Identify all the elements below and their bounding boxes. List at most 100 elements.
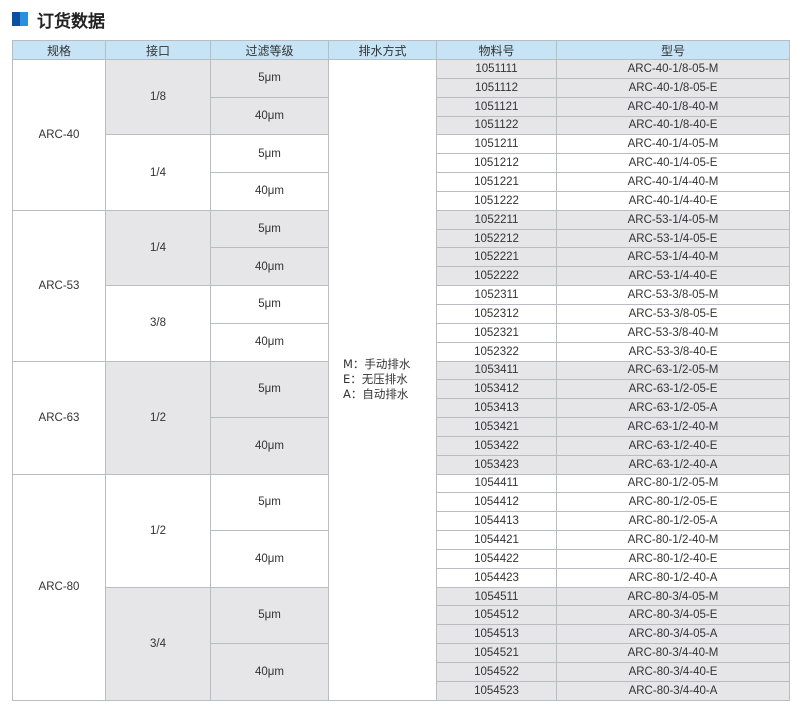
- part-number-cell: 1054413: [436, 511, 557, 532]
- header-part-number: 物料号: [436, 40, 557, 60]
- part-number-cell: 1052211: [436, 209, 557, 230]
- model-cell: ARC-40-1/4-40-E: [556, 190, 790, 211]
- header-filter-grade: 过滤等级: [210, 40, 329, 60]
- table-row: 1054512 ARC-80-3/4-05-E: [13, 605, 790, 626]
- table-row: 1052222 ARC-53-1/4-40-E: [13, 266, 790, 287]
- model-cell: ARC-80-3/4-40-M: [556, 643, 790, 663]
- port-cell: 1/2: [105, 360, 211, 475]
- part-number-cell: 1052322: [436, 341, 557, 362]
- table-row: 1053413 ARC-63-1/2-05-A: [13, 398, 790, 419]
- table-row: ARC-63 1/2 5μm 1053411 ARC-63-1/2-05-M: [12, 360, 790, 475]
- part-number-cell: 1051112: [436, 77, 557, 98]
- table-row: ARC-53 1/4 5μm 1052211 ARC-53-1/4-05-M: [12, 209, 790, 362]
- table-row: 40μm 1052221 ARC-53-1/4-40-M: [13, 247, 790, 287]
- part-number-cell: 1054423: [436, 567, 557, 588]
- table-header-row: 规格 接口 过滤等级 排水方式 物料号 型号: [12, 40, 790, 60]
- filter-grade-cell: 5μm: [210, 209, 329, 249]
- part-number-cell: 1053422: [436, 435, 557, 456]
- port-cell: 3/4: [105, 586, 211, 701]
- model-cell: ARC-63-1/2-40-M: [556, 417, 790, 437]
- table-row: 1051222 ARC-40-1/4-40-E: [13, 190, 790, 211]
- part-number-cell: 1054421: [436, 530, 557, 550]
- port-cell: 1/4: [105, 209, 211, 287]
- part-number-cell: 1053413: [436, 398, 557, 419]
- table-row: 40μm 1054421 ARC-80-1/2-40-M: [13, 530, 790, 588]
- part-number-cell: 1054522: [436, 662, 557, 682]
- part-number-cell: 1054411: [436, 473, 557, 494]
- port-cell: 3/8: [105, 285, 211, 362]
- filter-grade-cell: 40μm: [210, 643, 329, 701]
- model-cell: ARC-80-3/4-05-E: [556, 605, 790, 626]
- part-number-cell: 1054521: [436, 643, 557, 663]
- drain-type-line: M：手动排水: [343, 357, 411, 372]
- part-number-cell: 1054512: [436, 605, 557, 626]
- table-row: 1051212 ARC-40-1/4-05-E: [13, 153, 790, 174]
- filter-grade-cell: 5μm: [210, 586, 329, 645]
- filter-grade-cell: 5μm: [210, 360, 329, 419]
- model-cell: ARC-40-1/8-40-E: [556, 115, 790, 136]
- model-cell: ARC-40-1/8-05-E: [556, 77, 790, 98]
- model-cell: ARC-80-3/4-05-M: [556, 586, 790, 607]
- model-cell: ARC-80-1/2-05-E: [556, 492, 790, 513]
- table-row: 40μm 1054521 ARC-80-3/4-40-M: [13, 643, 790, 701]
- table-row: ARC-40 1/8 5μm M：手动排水 E：无压排水 A：自动排水 1051111 ARC…: [12, 58, 790, 701]
- table-row: 1054422 ARC-80-1/2-40-E: [13, 548, 790, 569]
- table-row: 1053423 ARC-63-1/2-40-A: [13, 454, 790, 475]
- model-cell: ARC-63-1/2-40-A: [556, 454, 790, 475]
- model-cell: ARC-80-3/4-40-A: [556, 680, 790, 701]
- part-number-cell: 1052321: [436, 322, 557, 343]
- spec-cell: ARC-53: [12, 209, 106, 362]
- table-row: 1052212 ARC-53-1/4-05-E: [13, 228, 790, 249]
- table-row: 1054423 ARC-80-1/2-40-A: [13, 567, 790, 588]
- model-cell: ARC-80-3/4-05-A: [556, 624, 790, 645]
- model-cell: ARC-63-1/2-40-E: [556, 435, 790, 456]
- port-cell: 1/8: [105, 58, 211, 136]
- part-number-cell: 1053423: [436, 454, 557, 475]
- model-cell: ARC-53-3/8-05-M: [556, 285, 790, 305]
- header-spec: 规格: [12, 40, 106, 60]
- part-number-cell: 1053421: [436, 417, 557, 437]
- table-row: 1051112 ARC-40-1/8-05-E: [13, 77, 790, 98]
- table-row: 1/4 5μm 1051211 ARC-40-1/4-05-M: [13, 134, 790, 211]
- table-row: 1052322 ARC-53-3/8-40-E: [13, 341, 790, 362]
- model-cell: ARC-53-1/4-40-M: [556, 247, 790, 268]
- model-cell: ARC-63-1/2-05-M: [556, 360, 790, 381]
- port-cell: 1/4: [105, 134, 211, 211]
- part-number-cell: 1051122: [436, 115, 557, 136]
- table-row: 40μm 1051221 ARC-40-1/4-40-M: [13, 172, 790, 211]
- model-cell: ARC-53-1/4-40-E: [556, 266, 790, 287]
- part-number-cell: 1053412: [436, 379, 557, 400]
- model-cell: ARC-53-3/8-05-E: [556, 303, 790, 324]
- table-row: 1054523 ARC-80-3/4-40-A: [13, 680, 790, 701]
- part-number-cell: 1054523: [436, 680, 557, 701]
- part-number-cell: 1054422: [436, 548, 557, 569]
- spec-cell: ARC-40: [12, 59, 106, 211]
- model-cell: ARC-53-3/8-40-E: [556, 341, 790, 362]
- part-number-cell: 1051111: [436, 59, 557, 79]
- part-number-cell: 1051121: [436, 96, 557, 117]
- model-cell: ARC-80-1/2-40-E: [556, 548, 790, 569]
- part-number-cell: 1054513: [436, 624, 557, 645]
- table-row: 1054412 ARC-80-1/2-05-E: [13, 492, 790, 513]
- part-number-cell: 1051211: [436, 134, 557, 155]
- filter-grade-cell: 5μm: [210, 59, 329, 98]
- part-number-cell: 1053411: [436, 360, 557, 381]
- spec-cell: ARC-80: [12, 473, 106, 701]
- table-row: 1052312 ARC-53-3/8-05-E: [13, 303, 790, 324]
- part-number-cell: 1052222: [436, 266, 557, 287]
- table-row: 1054413 ARC-80-1/2-05-A: [13, 511, 790, 532]
- filter-grade-cell: 40μm: [210, 247, 329, 287]
- table-row: 1051122 ARC-40-1/8-40-E: [13, 115, 790, 136]
- section-title-text: 订货数据: [37, 11, 105, 32]
- part-number-cell: 1051222: [436, 190, 557, 211]
- header-port: 接口: [105, 40, 211, 60]
- filter-grade-cell: 5μm: [210, 473, 329, 532]
- port-cell: 1/2: [105, 473, 211, 588]
- drain-type-line: E：无压排水: [343, 372, 408, 387]
- model-cell: ARC-80-3/4-40-E: [556, 662, 790, 682]
- model-cell: ARC-40-1/8-05-M: [556, 59, 790, 79]
- filter-grade-cell: 5μm: [210, 285, 329, 324]
- filter-grade-cell: 40μm: [210, 172, 329, 211]
- model-cell: ARC-80-1/2-40-A: [556, 567, 790, 588]
- part-number-cell: 1052312: [436, 303, 557, 324]
